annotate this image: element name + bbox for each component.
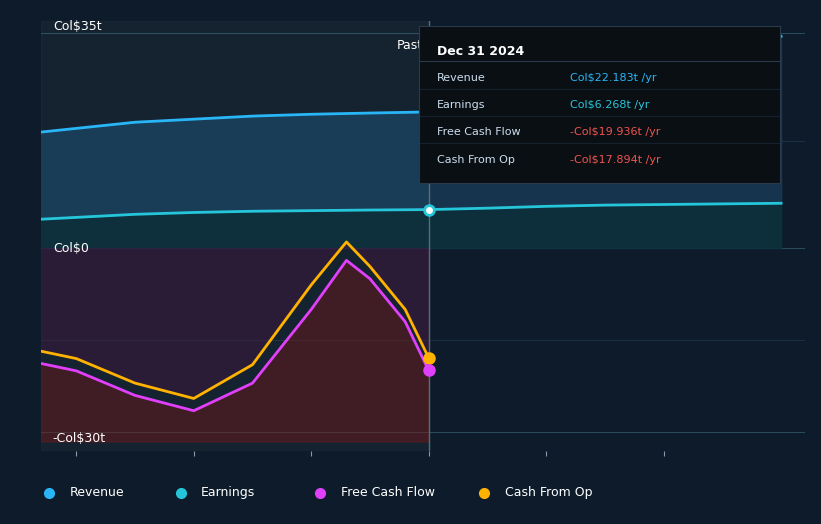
Text: Dec 31 2024: Dec 31 2024 [437,45,524,58]
Text: Col$35t: Col$35t [53,20,102,33]
Text: Past: Past [397,39,423,52]
Text: Cash From Op: Cash From Op [505,486,593,499]
Text: Free Cash Flow: Free Cash Flow [341,486,434,499]
Text: Earnings: Earnings [201,486,255,499]
Text: Cash From Op: Cash From Op [437,155,515,165]
Text: Col$6.268t /yr: Col$6.268t /yr [571,100,649,110]
Text: -Col$30t: -Col$30t [53,432,106,445]
Text: Col$22.183t /yr: Col$22.183t /yr [571,73,657,83]
Text: Col$0: Col$0 [53,242,89,255]
Text: Analysts Forecasts: Analysts Forecasts [434,39,551,52]
Text: -Col$19.936t /yr: -Col$19.936t /yr [571,127,661,137]
Text: -Col$17.894t /yr: -Col$17.894t /yr [571,155,661,165]
Bar [41,21,429,451]
Text: Revenue: Revenue [437,73,485,83]
Text: Earnings: Earnings [437,100,485,110]
Text: Revenue: Revenue [70,486,125,499]
Text: Free Cash Flow: Free Cash Flow [437,127,521,137]
